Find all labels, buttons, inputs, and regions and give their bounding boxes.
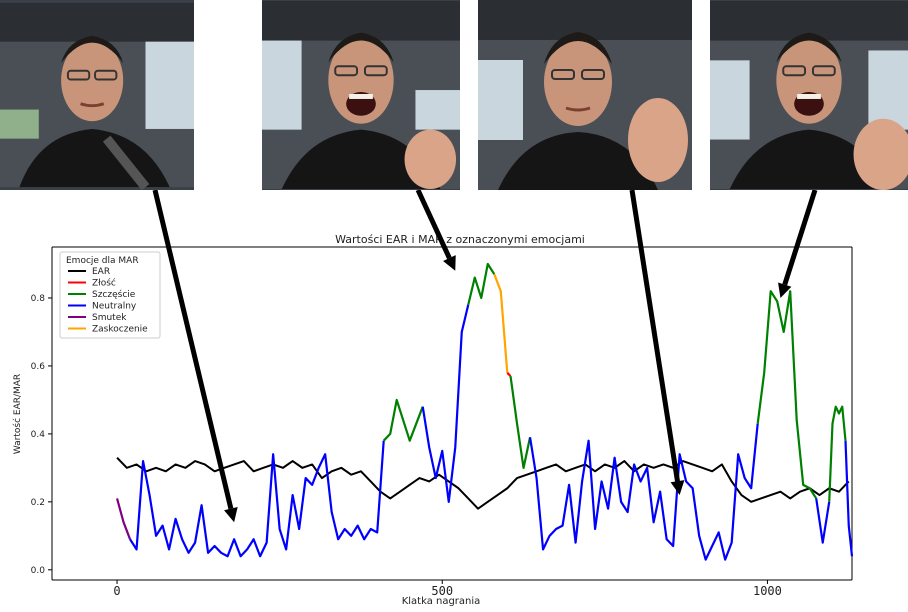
mar-segment-line	[129, 440, 385, 558]
legend-entry-label: Smutek	[92, 313, 127, 323]
chart-title: Wartości EAR i MAR z oznaczonymi emocjam…	[335, 233, 585, 246]
mar-segment-line	[382, 398, 424, 442]
driver-face-happy-image-2	[710, 0, 908, 190]
mar-segment-line	[506, 371, 512, 377]
x-tick-label: 500	[431, 584, 453, 598]
plot-lines	[115, 262, 854, 561]
y-axis-ticks: 0.0 0.2 0.4 0.6 0.8	[31, 294, 52, 576]
y-tick-label: 0.0	[31, 566, 46, 576]
mar-segment-line	[509, 375, 532, 469]
annotation-arrow-shaft	[152, 189, 234, 510]
driver-photo-2	[262, 0, 460, 190]
y-tick-label: 0.6	[31, 362, 46, 372]
driver-face-side-glance-image	[478, 0, 692, 190]
axes-frame	[51, 246, 853, 581]
annotation-arrow-shaft	[782, 189, 818, 286]
mar-segment-line	[467, 262, 496, 306]
annotation-arrow-shaft	[415, 188, 452, 260]
annotation-arrow-shaft	[629, 189, 680, 482]
mar-segment-line	[421, 304, 470, 503]
legend-entry-label: Neutralny	[92, 302, 137, 312]
mar-segment-line	[493, 273, 509, 373]
driver-face-happy-image	[262, 0, 460, 190]
legend-entry-label: EAR	[92, 267, 110, 277]
annotation-arrow-head	[443, 255, 456, 271]
driver-photo-4	[710, 0, 908, 190]
ear-series-line	[116, 456, 850, 510]
mar-segment-line	[815, 498, 831, 544]
x-tick-label: 1000	[753, 584, 782, 598]
legend-title: Emocje dla MAR	[66, 256, 139, 266]
legend-entry-label: Złość	[92, 278, 116, 289]
mar-segment-line	[528, 423, 759, 561]
driver-photo-1	[0, 0, 194, 190]
annotation-arrow-head	[224, 506, 238, 523]
x-axis-ticks: 0 500 1000	[113, 580, 782, 598]
y-axis-label: Wartość EAR/MAR	[12, 374, 23, 454]
x-axis-label: Klatka nagrania	[402, 596, 481, 607]
mar-segment-line	[756, 290, 818, 500]
y-tick-label: 0.2	[31, 498, 45, 508]
legend-entry-label: Szczęście	[92, 289, 136, 300]
mar-segment-line	[115, 498, 132, 540]
legend-entry-label: Zaskoczenie	[92, 325, 148, 335]
annotation-arrow-head	[670, 480, 685, 496]
annotation-arrows	[152, 188, 818, 523]
annotation-arrow-head	[778, 282, 792, 298]
mar-segment-line	[844, 440, 854, 557]
driver-face-neutral-image	[0, 2, 194, 190]
x-tick-label: 0	[113, 584, 120, 598]
driver-photo-3	[478, 0, 692, 190]
y-tick-label: 0.8	[31, 294, 46, 304]
mar-segment-line	[828, 405, 847, 502]
y-tick-label: 0.4	[31, 430, 46, 440]
